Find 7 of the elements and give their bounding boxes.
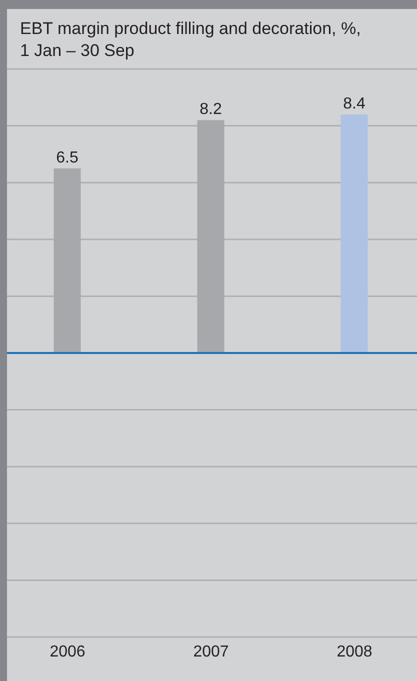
data-label: 8.2 <box>200 101 222 118</box>
data-label: 6.5 <box>56 149 78 166</box>
x-tick-label: 2007 <box>193 643 229 660</box>
x-tick-label: 2006 <box>50 643 86 660</box>
x-tick-label: 2008 <box>336 643 372 660</box>
chart-title: EBT margin product filling and decoration, %, 1 Jan – 30 Sep <box>20 18 362 62</box>
data-label: 8.4 <box>343 95 366 112</box>
